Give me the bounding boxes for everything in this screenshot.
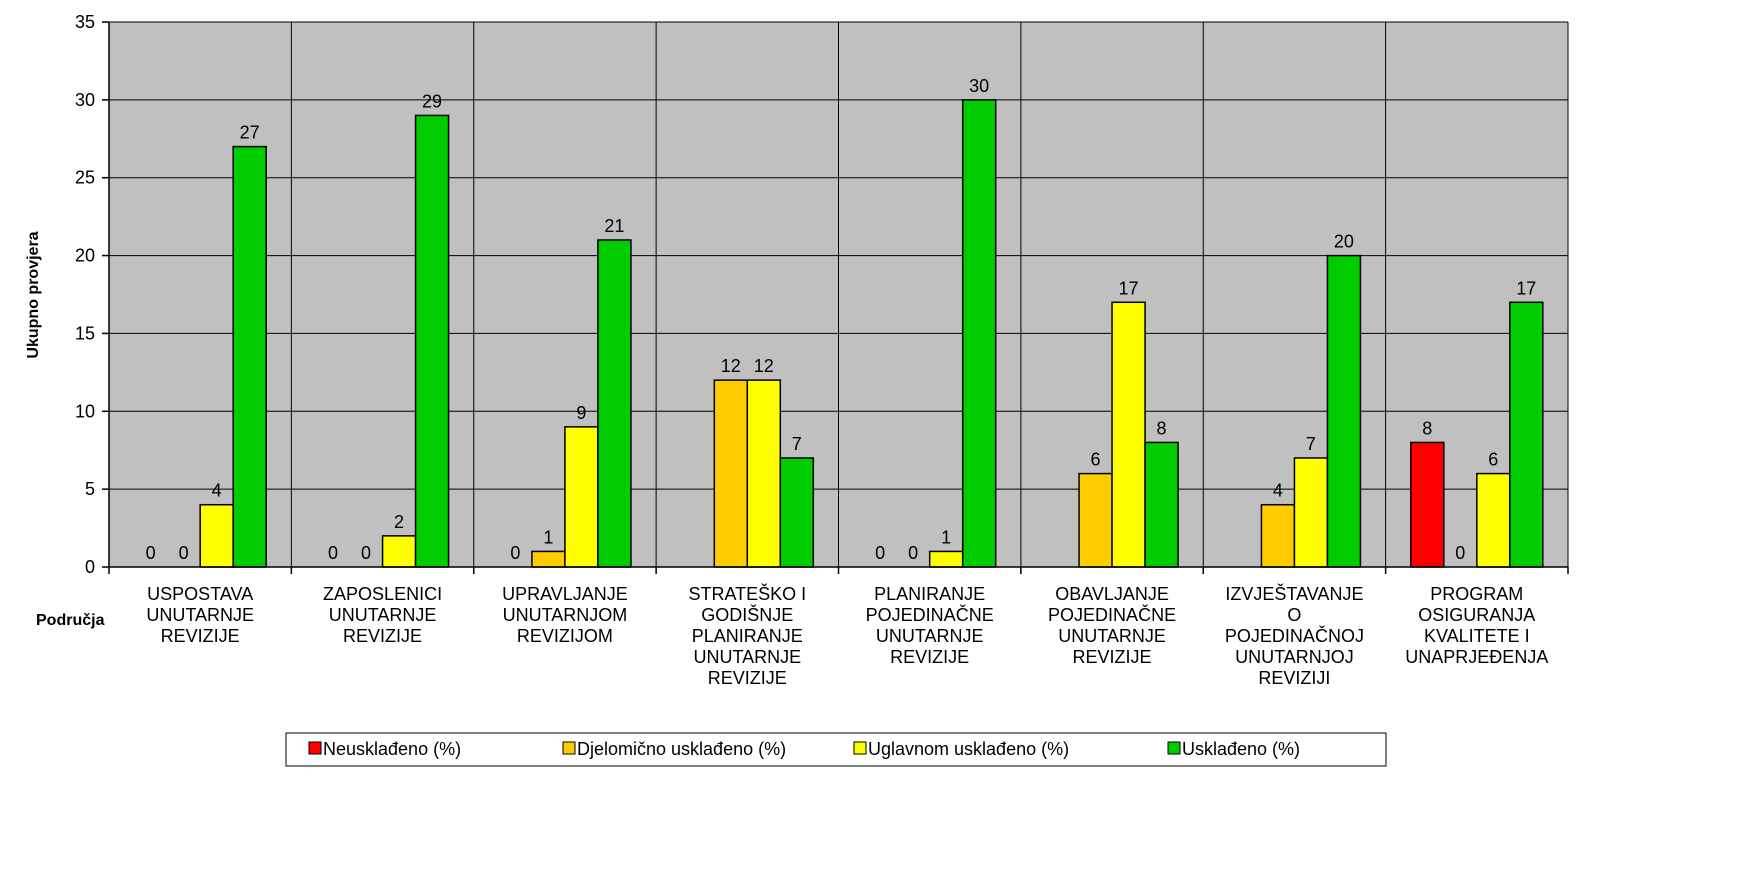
data-label: 0 — [875, 543, 885, 563]
y-tick-label: 30 — [75, 90, 95, 110]
legend-swatch — [1167, 741, 1181, 755]
bar — [1260, 503, 1296, 568]
data-label: 21 — [604, 216, 624, 236]
data-label: 30 — [969, 76, 989, 96]
category-label: OBAVLJANJE POJEDINAČNE UNUTARNJE REVIZIJE — [1048, 584, 1176, 667]
data-label: 2 — [394, 512, 404, 532]
y-tick-label: 20 — [75, 246, 95, 266]
bar — [1078, 472, 1113, 568]
y-tick-label: 5 — [85, 479, 95, 499]
data-label: 0 — [179, 543, 189, 563]
data-label: 9 — [576, 403, 586, 423]
legend: Neusklađeno (%) Djelomično usklađeno (%) U… — [285, 732, 1387, 767]
bar — [779, 457, 815, 568]
bar — [928, 550, 964, 568]
bar — [531, 550, 566, 568]
data-label: 6 — [1488, 450, 1498, 470]
data-label: 1 — [941, 527, 951, 547]
bar — [1326, 254, 1362, 568]
bar — [1144, 441, 1179, 568]
category-label: PROGRAM OSIGURANJA KVALITETE I UNAPRJEĐENJA — [1405, 584, 1548, 667]
data-label: 27 — [240, 123, 260, 143]
data-label: 0 — [146, 543, 156, 563]
bar — [1293, 457, 1329, 568]
bars — [199, 99, 1544, 568]
bar — [961, 99, 997, 568]
category-label: UPRAVLJANJE UNUTARNJOM REVIZIJOM — [502, 584, 628, 646]
data-label: 0 — [908, 543, 918, 563]
legend-swatch — [562, 741, 576, 755]
bar — [746, 379, 782, 568]
category-label: ZAPOSLENICI UNUTARNJE REVIZIJE — [323, 584, 442, 646]
data-label: 7 — [1306, 434, 1316, 454]
bar — [564, 426, 599, 568]
data-label: 17 — [1516, 278, 1536, 298]
data-label: 0 — [1455, 543, 1465, 563]
y-tick-label: 25 — [75, 168, 95, 188]
data-label: 8 — [1157, 418, 1167, 438]
legend-swatch — [308, 741, 322, 755]
bar — [1410, 441, 1445, 568]
category-label: STRATEŠKO I GODIŠNJE PLANIRANJE UNUTARNJE RE… — [688, 583, 806, 688]
bar — [199, 503, 234, 568]
bar — [1509, 301, 1544, 568]
bar — [1111, 301, 1146, 568]
y-tick-label: 10 — [75, 401, 95, 421]
bar — [597, 239, 632, 568]
data-label: 29 — [422, 91, 442, 111]
bar — [1476, 472, 1511, 568]
data-label: 12 — [754, 356, 774, 376]
data-label: 20 — [1334, 232, 1354, 252]
category-label: USPOSTAVA UNUTARNJE REVIZIJE — [146, 584, 254, 646]
y-tick-label: 35 — [75, 12, 95, 32]
data-label: 6 — [1091, 450, 1101, 470]
data-label: 7 — [792, 434, 802, 454]
data-label: 0 — [361, 543, 371, 563]
data-label: 1 — [543, 527, 553, 547]
legend-box — [285, 732, 1387, 767]
data-label: 4 — [212, 481, 222, 501]
data-label: 8 — [1422, 418, 1432, 438]
y-tick-label: 0 — [85, 557, 95, 577]
category-label: IZVJEŠTAVANJE O POJEDINAČNOJ UNUTARNJOJ REVI… — [1225, 583, 1364, 688]
bar — [232, 145, 267, 568]
x-axis-title: Područja — [36, 612, 105, 629]
data-labels: 0 0 4 27 0 0 2 29 0 1 9 21 12 12 7 0 0 1 30 6 17 8 4 7 20 8 0 6 17 — [146, 76, 1537, 563]
legend-label: Uglavnom usklađeno (%) — [868, 739, 1069, 759]
data-label: 0 — [328, 543, 338, 563]
category-label: PLANIRANJE POJEDINAČNE UNUTARNJE REVIZIJE — [866, 584, 994, 667]
legend-label: Djelomično usklađeno (%) — [577, 739, 786, 759]
legend-label: Usklađeno (%) — [1182, 739, 1300, 759]
bar — [414, 114, 450, 568]
data-label: 0 — [510, 543, 520, 563]
y-tick-label: 15 — [75, 323, 95, 343]
data-label: 12 — [721, 356, 741, 376]
data-label: 17 — [1119, 278, 1139, 298]
bar — [381, 535, 417, 568]
data-label: 4 — [1273, 481, 1283, 501]
legend-swatch — [853, 741, 867, 755]
y-axis-title: Ukupno provjera — [25, 231, 42, 358]
bar — [713, 379, 749, 568]
legend-label: Neusklađeno (%) — [323, 739, 461, 759]
